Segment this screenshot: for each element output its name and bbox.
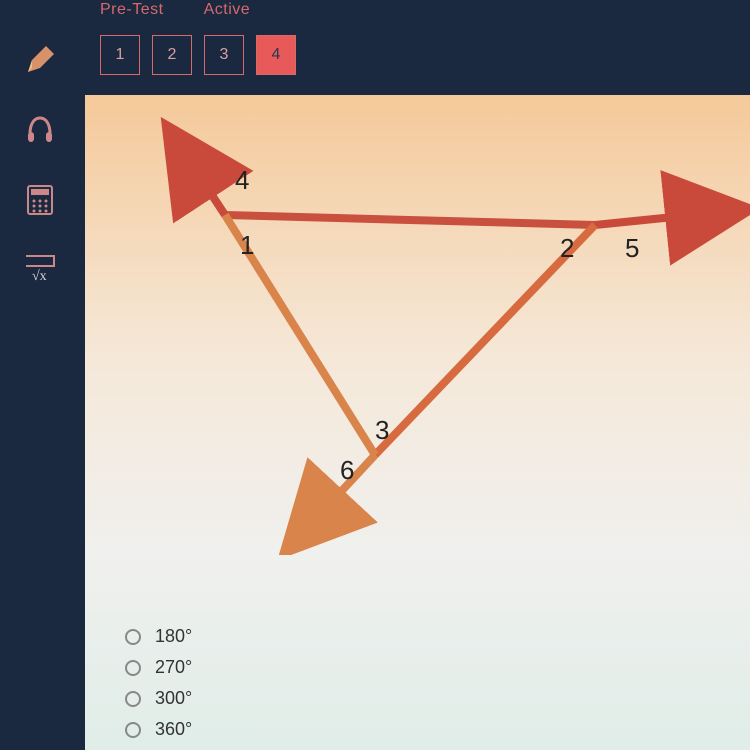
headphones-icon	[24, 114, 56, 146]
svg-text:√x: √x	[32, 269, 47, 284]
angle-label-4: 4	[235, 165, 249, 196]
headphones-tool[interactable]	[20, 110, 60, 150]
radio-icon	[125, 691, 141, 707]
angle-label-2: 2	[560, 233, 574, 264]
answer-label: 270°	[155, 657, 192, 678]
answer-option-300[interactable]: 300°	[125, 688, 192, 709]
ray-b-right	[595, 213, 713, 225]
angle-label-1: 1	[240, 230, 254, 261]
question-1[interactable]: 1	[100, 35, 140, 75]
answer-label: 360°	[155, 719, 192, 740]
edge-ab	[225, 215, 595, 225]
formula-icon: √x	[24, 254, 56, 286]
answer-label: 300°	[155, 688, 192, 709]
answer-list: 180° 270° 300° 360°	[125, 626, 192, 740]
calculator-tool[interactable]	[20, 180, 60, 220]
tab-active[interactable]: Active	[204, 1, 251, 19]
radio-icon	[125, 660, 141, 676]
pencil-icon	[24, 44, 56, 76]
angle-label-3: 3	[375, 415, 389, 446]
answer-option-270[interactable]: 270°	[125, 657, 192, 678]
formula-tool[interactable]: √x	[20, 250, 60, 290]
angle-label-6: 6	[340, 455, 354, 486]
content-area: 1 2 3 4 5 6 180° 270° 300° 360°	[85, 95, 750, 750]
answer-label: 180°	[155, 626, 192, 647]
ray-a-upleft	[187, 157, 225, 215]
question-2[interactable]: 2	[152, 35, 192, 75]
radio-icon	[125, 722, 141, 738]
tool-sidebar: √x	[0, 30, 80, 290]
answer-option-360[interactable]: 360°	[125, 719, 192, 740]
pencil-tool[interactable]	[20, 40, 60, 80]
angle-label-5: 5	[625, 233, 639, 264]
triangle-diagram	[85, 95, 750, 555]
question-nav: 1 2 3 4	[100, 35, 296, 75]
question-4[interactable]: 4	[256, 35, 296, 75]
calculator-icon	[24, 184, 56, 216]
answer-option-180[interactable]: 180°	[125, 626, 192, 647]
radio-icon	[125, 629, 141, 645]
question-3[interactable]: 3	[204, 35, 244, 75]
tab-pretest[interactable]: Pre-Test	[100, 1, 164, 19]
